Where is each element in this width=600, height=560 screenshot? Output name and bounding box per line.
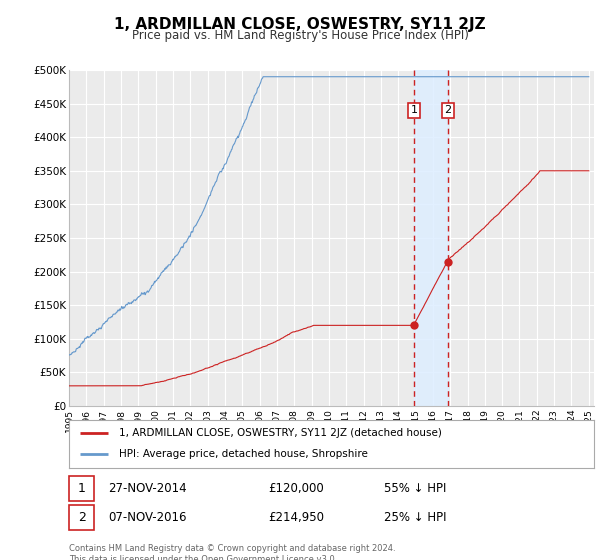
Text: 55% ↓ HPI: 55% ↓ HPI [384,482,446,495]
Bar [414,70,448,406]
Text: HPI: Average price, detached house, Shropshire: HPI: Average price, detached house, Shro… [119,449,368,459]
Text: £120,000: £120,000 [269,482,324,495]
Text: Contains HM Land Registry data © Crown copyright and database right 2024.
This d: Contains HM Land Registry data © Crown c… [69,544,395,560]
Text: 2: 2 [77,511,86,524]
Text: 1, ARDMILLAN CLOSE, OSWESTRY, SY11 2JZ (detached house): 1, ARDMILLAN CLOSE, OSWESTRY, SY11 2JZ (… [119,428,442,438]
FancyBboxPatch shape [69,505,94,530]
Text: £214,950: £214,950 [269,511,325,524]
Text: 07-NOV-2016: 07-NOV-2016 [109,511,187,524]
Text: 1: 1 [410,105,418,115]
Text: Price paid vs. HM Land Registry's House Price Index (HPI): Price paid vs. HM Land Registry's House … [131,29,469,42]
Text: 1: 1 [77,482,86,495]
Text: 27-NOV-2014: 27-NOV-2014 [109,482,187,495]
Text: 25% ↓ HPI: 25% ↓ HPI [384,511,446,524]
Text: 1, ARDMILLAN CLOSE, OSWESTRY, SY11 2JZ: 1, ARDMILLAN CLOSE, OSWESTRY, SY11 2JZ [114,17,486,31]
Text: 2: 2 [445,105,451,115]
FancyBboxPatch shape [69,476,94,501]
